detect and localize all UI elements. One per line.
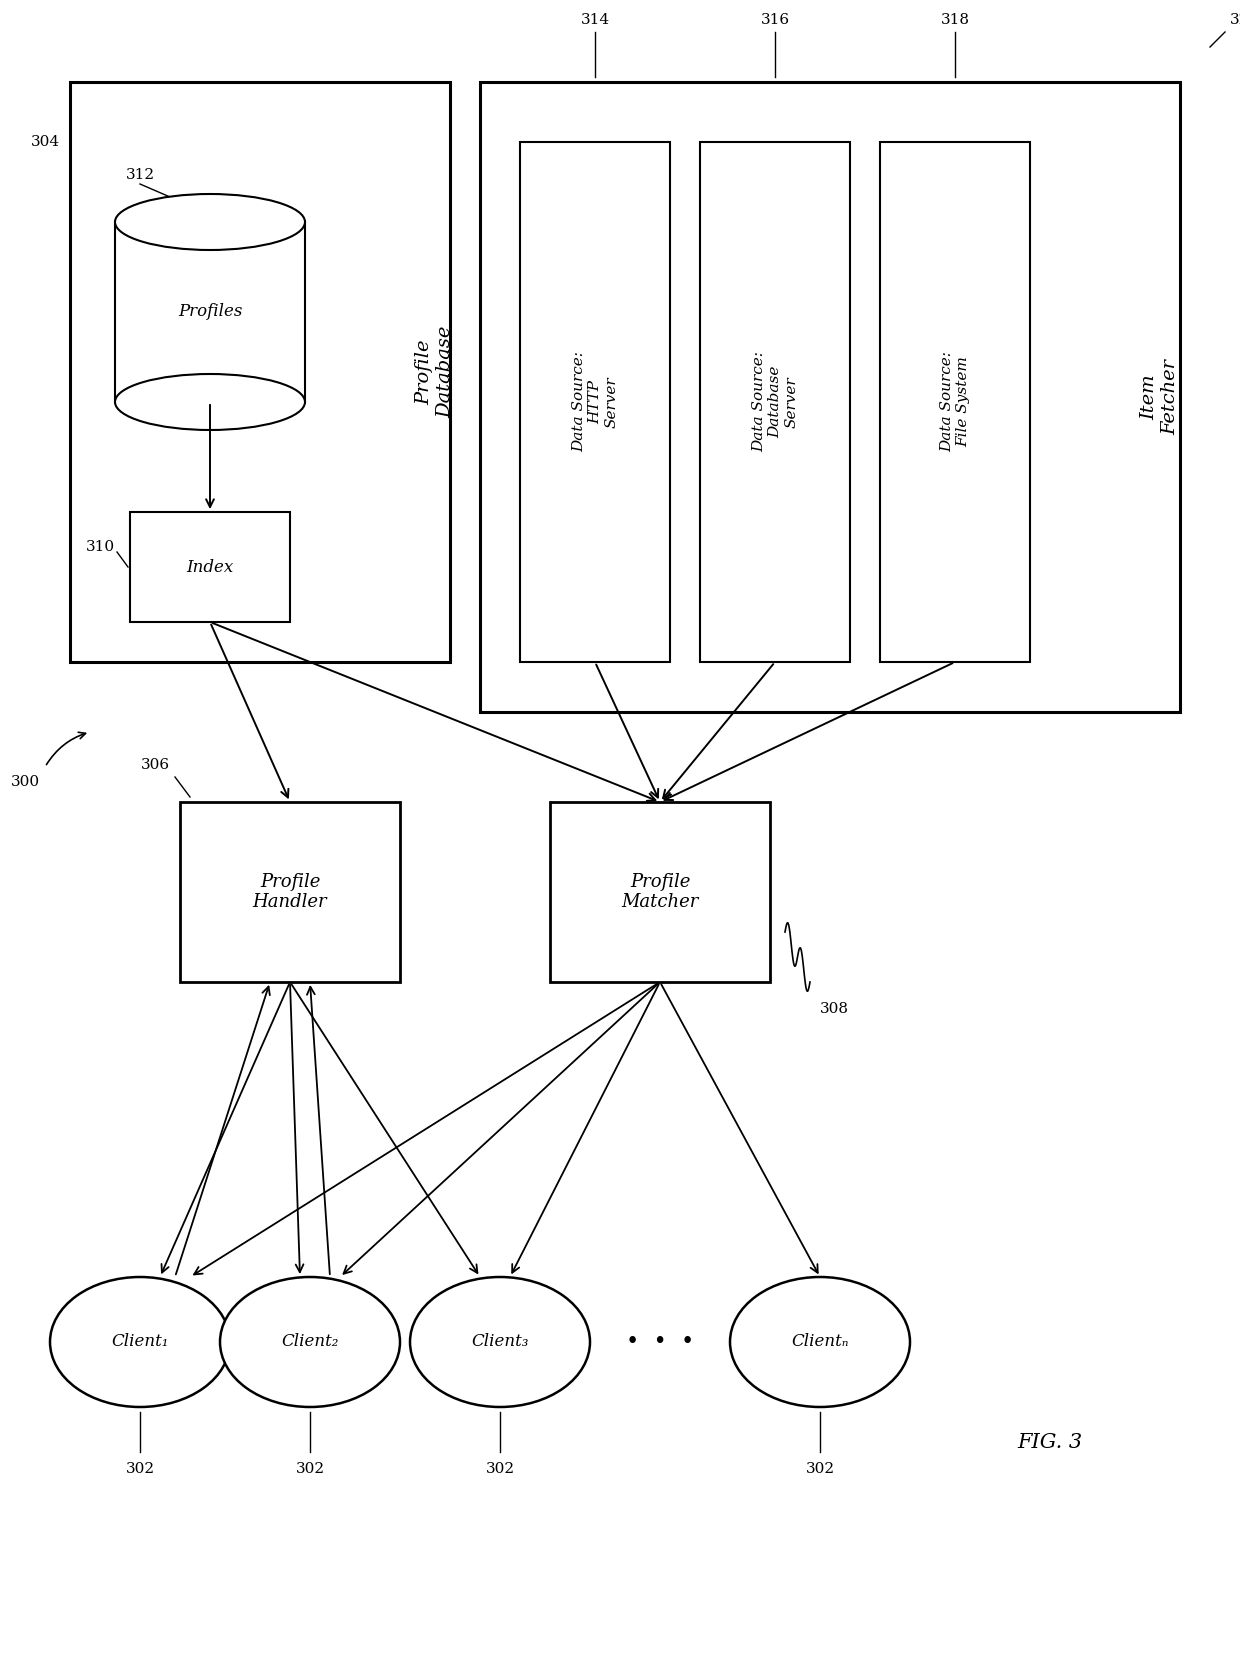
- Text: 302: 302: [295, 1463, 325, 1476]
- Text: Data Source:
HTTP
Server: Data Source: HTTP Server: [572, 352, 619, 452]
- Ellipse shape: [410, 1276, 590, 1408]
- Polygon shape: [115, 223, 305, 402]
- Text: 320: 320: [1230, 13, 1240, 27]
- Text: 302: 302: [806, 1463, 835, 1476]
- Ellipse shape: [50, 1276, 229, 1408]
- Text: Data Source:
Database
Server: Data Source: Database Server: [751, 352, 799, 452]
- Text: 302: 302: [485, 1463, 515, 1476]
- Text: Profile
Database: Profile Database: [415, 326, 454, 419]
- Text: Client₁: Client₁: [112, 1333, 169, 1351]
- FancyBboxPatch shape: [130, 512, 290, 622]
- Text: Item
Fetcher: Item Fetcher: [1141, 359, 1179, 435]
- Text: Client₂: Client₂: [281, 1333, 339, 1351]
- Text: Index: Index: [186, 558, 233, 575]
- Text: FIG. 3: FIG. 3: [1018, 1433, 1083, 1451]
- FancyBboxPatch shape: [180, 803, 401, 982]
- Text: 316: 316: [760, 13, 790, 27]
- FancyBboxPatch shape: [551, 803, 770, 982]
- Text: Clientₙ: Clientₙ: [791, 1333, 848, 1351]
- Ellipse shape: [219, 1276, 401, 1408]
- Text: 314: 314: [580, 13, 610, 27]
- Text: •  •  •: • • •: [626, 1331, 694, 1353]
- Text: 308: 308: [820, 1002, 849, 1015]
- Ellipse shape: [115, 194, 305, 249]
- Text: Profile
Handler: Profile Handler: [253, 873, 327, 911]
- FancyBboxPatch shape: [520, 141, 670, 661]
- FancyBboxPatch shape: [701, 141, 849, 661]
- FancyBboxPatch shape: [880, 141, 1030, 661]
- FancyBboxPatch shape: [69, 81, 450, 661]
- Text: 302: 302: [125, 1463, 155, 1476]
- Text: Profiles: Profiles: [177, 304, 242, 321]
- Text: Client₃: Client₃: [471, 1333, 528, 1351]
- Text: 300: 300: [10, 774, 40, 789]
- Text: 310: 310: [86, 540, 115, 553]
- Text: 312: 312: [125, 168, 155, 183]
- Text: 304: 304: [31, 135, 60, 150]
- FancyBboxPatch shape: [480, 81, 1180, 711]
- Text: Profile
Matcher: Profile Matcher: [621, 873, 698, 911]
- Text: 318: 318: [940, 13, 970, 27]
- Ellipse shape: [730, 1276, 910, 1408]
- Text: Data Source:
File System: Data Source: File System: [940, 352, 970, 452]
- Text: 306: 306: [141, 758, 170, 773]
- Ellipse shape: [115, 374, 305, 430]
